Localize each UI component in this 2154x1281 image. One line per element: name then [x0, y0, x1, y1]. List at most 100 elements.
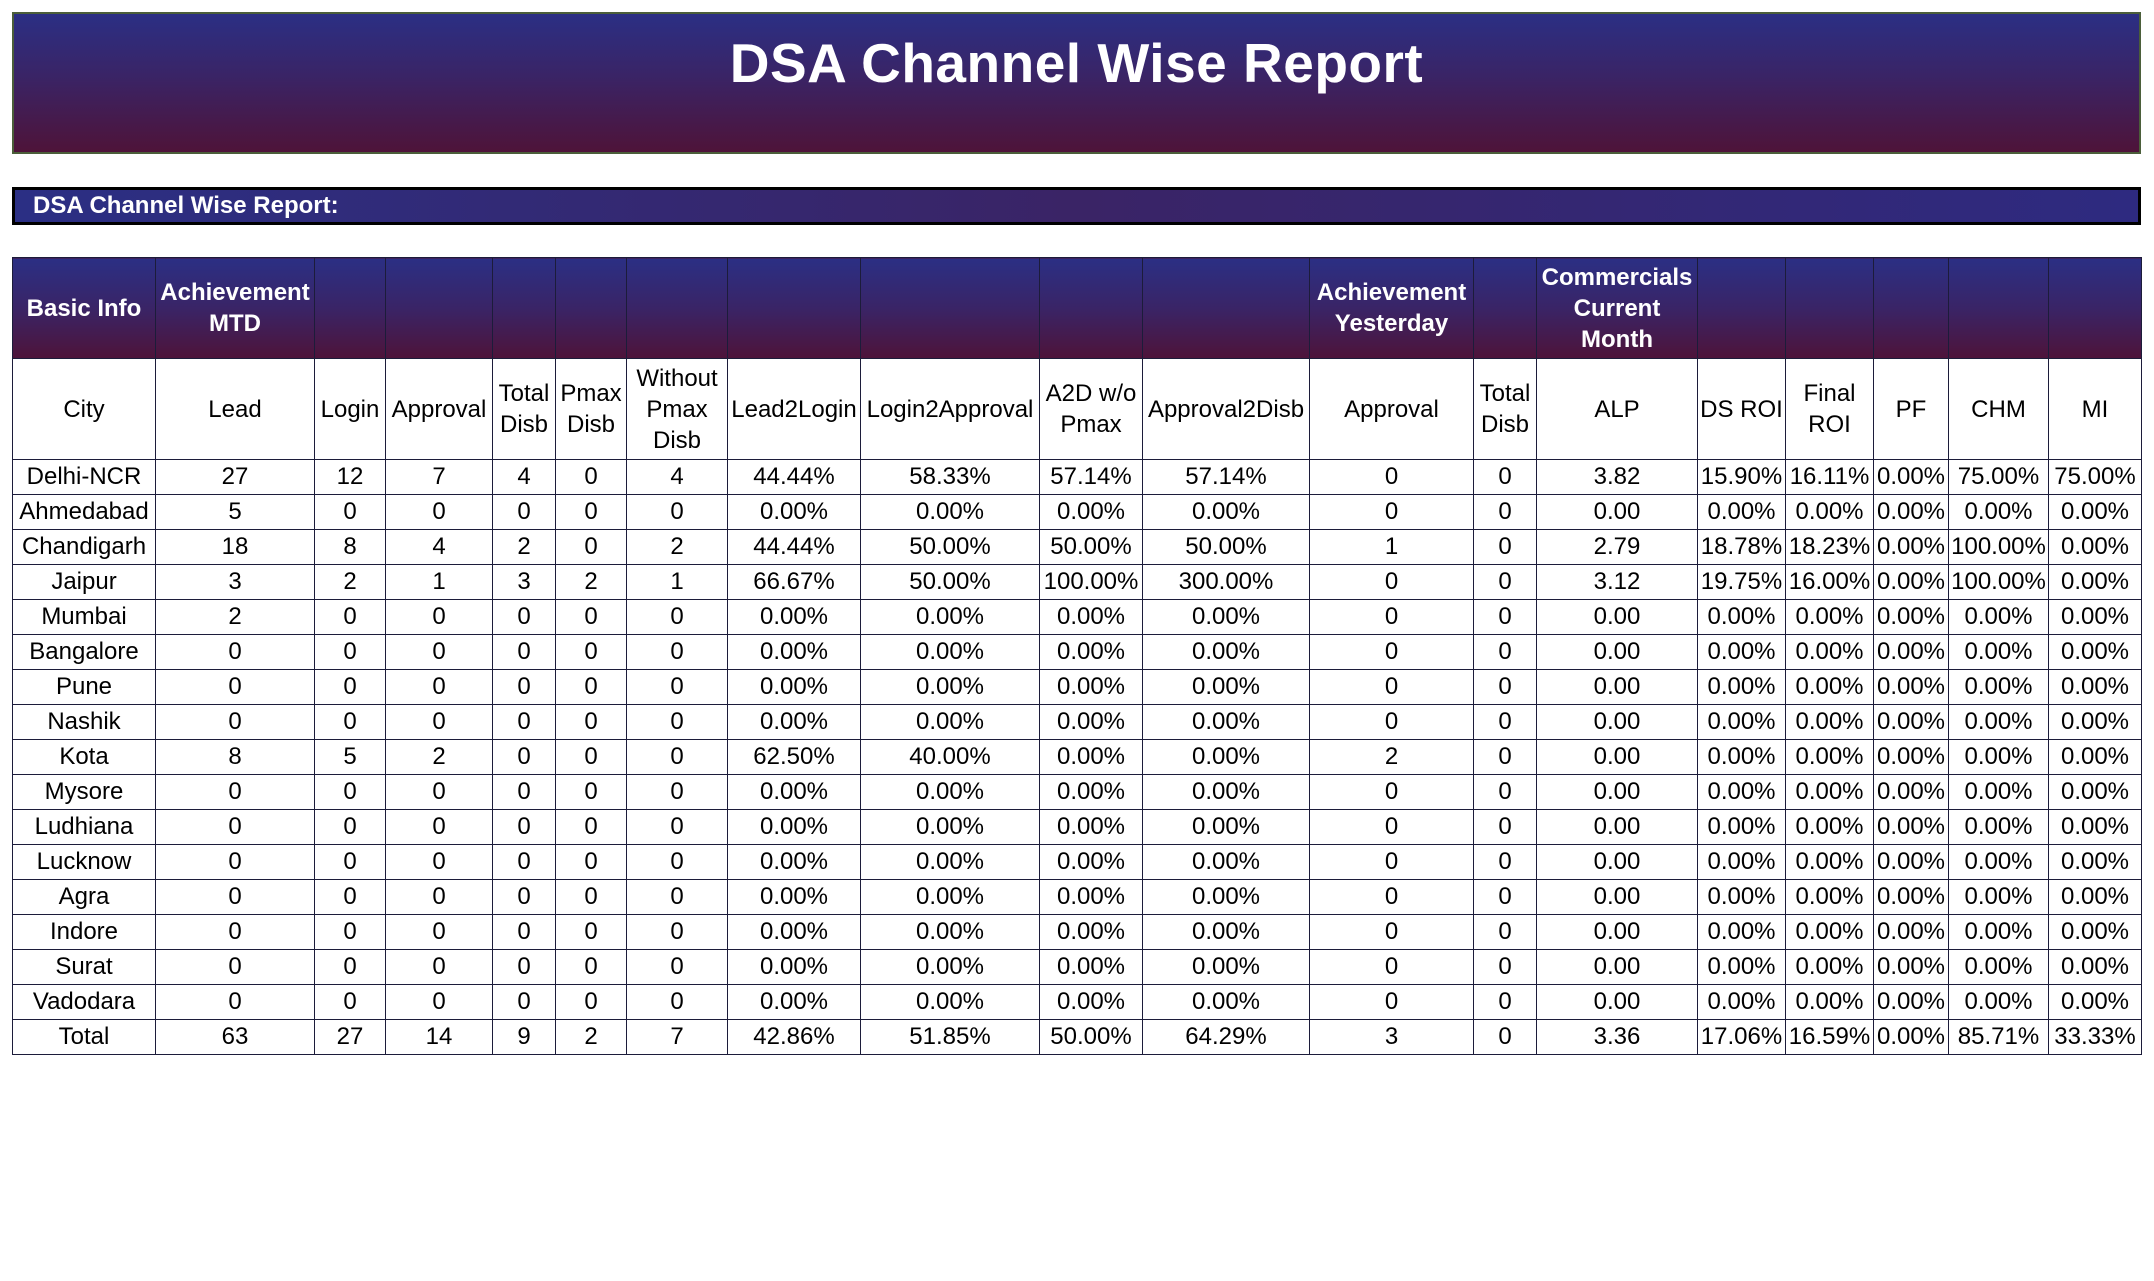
cell-mi: 0.00%	[2048, 739, 2142, 775]
section-title: DSA Channel Wise Report:	[33, 192, 339, 219]
group-header-4	[492, 257, 556, 359]
cell-ds-roi: 0.00%	[1697, 634, 1786, 670]
cell-without-pmax-disb: 0	[626, 739, 728, 775]
cell-login2approval: 0.00%	[860, 809, 1040, 845]
cell-pf: 0.00%	[1873, 809, 1949, 845]
group-header-14	[1697, 257, 1786, 359]
cell-lead: 0	[155, 774, 315, 810]
group-header-1: Achievement MTD	[155, 257, 315, 359]
cell-pf: 0.00%	[1873, 984, 1949, 1020]
cell-mi: 0.00%	[2048, 879, 2142, 915]
cell-a2d-w-o-pmax: 0.00%	[1039, 879, 1143, 915]
group-header-13: Commercials Current Month	[1536, 257, 1698, 359]
cell-login2approval: 0.00%	[860, 599, 1040, 635]
cell-approval: 0	[1309, 494, 1474, 530]
table-row: Kota 8 5 2 0 0 0 62.50% 40.00% 0.00% 0.00% 2 0 0.00 0.…	[12, 739, 2142, 775]
cell-ds-roi: 0.00%	[1697, 949, 1786, 985]
cell-total-disb: 0	[1473, 879, 1537, 915]
cell-login2approval: 0.00%	[860, 949, 1040, 985]
cell-without-pmax-disb: 0	[626, 879, 728, 915]
group-header-18	[2048, 257, 2142, 359]
column-header-login: Login	[314, 358, 386, 460]
cell-total-disb: 0	[492, 739, 556, 775]
cell-mi: 75.00%	[2048, 459, 2142, 495]
cell-approval2disb: 0.00%	[1142, 879, 1310, 915]
cell-pf: 0.00%	[1873, 564, 1949, 600]
cell-ds-roi: 0.00%	[1697, 739, 1786, 775]
cell-total-disb: 0	[492, 914, 556, 950]
cell-alp: 0.00	[1536, 879, 1698, 915]
cell-without-pmax-disb: 2	[626, 529, 728, 565]
column-header-lead2login: Lead2Login	[727, 358, 861, 460]
cell-login: 8	[314, 529, 386, 565]
cell-total-disb: 0	[1473, 599, 1537, 635]
cell-login: 0	[314, 669, 386, 705]
cell-alp: 0.00	[1536, 669, 1698, 705]
cell-login2approval: 58.33%	[860, 459, 1040, 495]
cell-lead: 0	[155, 914, 315, 950]
cell-approval2disb: 0.00%	[1142, 494, 1310, 530]
cell-mi: 0.00%	[2048, 914, 2142, 950]
column-header-city: City	[12, 358, 156, 460]
cell-pmax-disb: 0	[555, 844, 627, 880]
cell-city: Bangalore	[12, 634, 156, 670]
cell-final-roi: 18.23%	[1785, 529, 1874, 565]
cell-approval: 2	[385, 739, 493, 775]
cell-lead: 27	[155, 459, 315, 495]
cell-approval: 0	[385, 809, 493, 845]
cell-approval: 0	[1309, 564, 1474, 600]
cell-alp: 3.36	[1536, 1019, 1698, 1055]
cell-ds-roi: 0.00%	[1697, 704, 1786, 740]
column-header-a2d-w-o-pmax: A2D w/o Pmax	[1039, 358, 1143, 460]
cell-final-roi: 0.00%	[1785, 984, 1874, 1020]
cell-total-disb: 0	[1473, 914, 1537, 950]
group-header-6	[626, 257, 728, 359]
cell-ds-roi: 0.00%	[1697, 879, 1786, 915]
cell-lead: 63	[155, 1019, 315, 1055]
group-header-15	[1785, 257, 1874, 359]
cell-lead2login: 0.00%	[727, 634, 861, 670]
cell-pmax-disb: 0	[555, 704, 627, 740]
cell-login: 0	[314, 914, 386, 950]
cell-login: 0	[314, 949, 386, 985]
cell-pf: 0.00%	[1873, 774, 1949, 810]
cell-approval2disb: 0.00%	[1142, 599, 1310, 635]
cell-approval: 0	[1309, 459, 1474, 495]
group-header-17	[1948, 257, 2049, 359]
cell-without-pmax-disb: 0	[626, 984, 728, 1020]
cell-approval: 0	[385, 844, 493, 880]
cell-final-roi: 0.00%	[1785, 599, 1874, 635]
cell-without-pmax-disb: 0	[626, 599, 728, 635]
cell-approval: 2	[1309, 739, 1474, 775]
group-header-16	[1873, 257, 1949, 359]
cell-approval2disb: 0.00%	[1142, 809, 1310, 845]
cell-total-disb: 0	[492, 984, 556, 1020]
table-row: Indore 0 0 0 0 0 0 0.00% 0.00% 0.00% 0.00% 0 0 0.00 0.…	[12, 914, 2142, 950]
cell-approval2disb: 50.00%	[1142, 529, 1310, 565]
cell-final-roi: 0.00%	[1785, 669, 1874, 705]
cell-chm: 0.00%	[1948, 774, 2049, 810]
cell-approval: 0	[1309, 704, 1474, 740]
cell-lead2login: 44.44%	[727, 459, 861, 495]
cell-city: Kota	[12, 739, 156, 775]
cell-a2d-w-o-pmax: 0.00%	[1039, 844, 1143, 880]
cell-approval: 0	[385, 669, 493, 705]
cell-login2approval: 0.00%	[860, 774, 1040, 810]
cell-a2d-w-o-pmax: 0.00%	[1039, 494, 1143, 530]
cell-lead: 0	[155, 669, 315, 705]
cell-total-disb: 0	[1473, 529, 1537, 565]
cell-lead: 2	[155, 599, 315, 635]
cell-city: Agra	[12, 879, 156, 915]
cell-final-roi: 0.00%	[1785, 914, 1874, 950]
cell-login: 12	[314, 459, 386, 495]
table-row: Agra 0 0 0 0 0 0 0.00% 0.00% 0.00% 0.00% 0 0 0.00 0.00…	[12, 879, 2142, 915]
cell-login2approval: 50.00%	[860, 529, 1040, 565]
cell-final-roi: 0.00%	[1785, 844, 1874, 880]
cell-lead: 5	[155, 494, 315, 530]
cell-pmax-disb: 0	[555, 529, 627, 565]
cell-a2d-w-o-pmax: 0.00%	[1039, 704, 1143, 740]
cell-chm: 100.00%	[1948, 564, 2049, 600]
cell-final-roi: 0.00%	[1785, 704, 1874, 740]
cell-final-roi: 0.00%	[1785, 634, 1874, 670]
cell-total-disb: 0	[492, 844, 556, 880]
